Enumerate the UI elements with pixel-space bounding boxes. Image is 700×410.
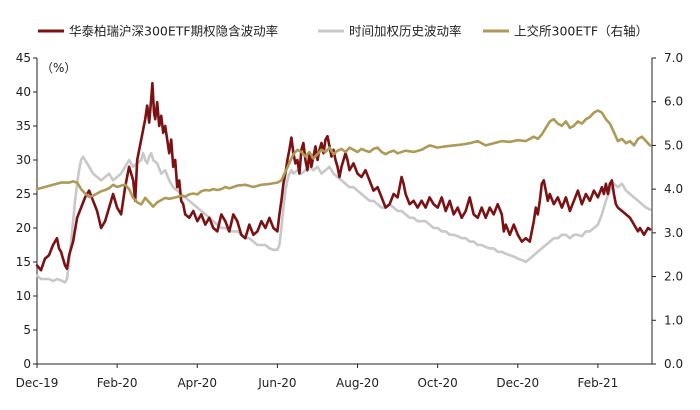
right-tick-label: 3.0 — [664, 226, 683, 240]
left-tick-label: 0 — [23, 357, 31, 371]
left-tick-label: 45 — [16, 51, 31, 65]
series-line-3 — [35, 109, 652, 208]
x-tick-label: Apr-20 — [177, 376, 217, 390]
right-tick-label: 1.0 — [664, 313, 683, 327]
series-line-1 — [35, 81, 652, 272]
right-tick-label: 6.0 — [664, 95, 683, 109]
x-tick-label: Feb-21 — [577, 376, 618, 390]
left-tick-label: 40 — [16, 85, 31, 99]
right-tick-label: 2.0 — [664, 270, 683, 284]
left-tick-label: 15 — [16, 255, 31, 269]
right-tick-label: 4.0 — [664, 182, 683, 196]
left-tick-label: 25 — [16, 187, 31, 201]
x-tick-label: Feb-20 — [97, 376, 138, 390]
right-tick-label: 0.0 — [664, 357, 683, 371]
left-axis-unit-label: （%） — [41, 61, 76, 75]
series-line-2 — [35, 151, 652, 284]
left-tick-label: 10 — [16, 289, 31, 303]
axes — [36, 58, 653, 365]
x-tick-label: Oct-20 — [417, 376, 457, 390]
left-tick-label: 20 — [16, 221, 31, 235]
x-ticks: Dec-19 Feb-20 Apr-20 Jun-20 Aug-20 Oct-20 Dec-… — [16, 364, 618, 390]
left-y-ticks: 0 5 10 15 20 25 30 35 40 45 — [16, 51, 37, 371]
legend-label: 华泰柏瑞沪深300ETF期权隐含波动率 — [69, 24, 278, 39]
left-tick-label: 5 — [23, 323, 31, 337]
x-tick-label: Jun-20 — [257, 376, 296, 390]
left-tick-label: 35 — [16, 119, 31, 133]
series-layer — [35, 81, 652, 284]
legend-label: 上交所300ETF（右轴） — [514, 24, 648, 39]
right-tick-label: 7.0 — [664, 51, 683, 65]
x-tick-label: Dec-20 — [496, 376, 539, 390]
right-tick-label: 5.0 — [664, 138, 683, 152]
right-y-ticks: 0.0 1.0 2.0 3.0 4.0 5.0 6.0 7.0 — [652, 51, 683, 371]
left-tick-label: 30 — [16, 153, 31, 167]
legend-label: 时间加权历史波动率 — [349, 24, 462, 39]
x-tick-label: Dec-19 — [16, 376, 59, 390]
x-tick-label: Aug-20 — [336, 376, 379, 390]
legend: 华泰柏瑞沪深300ETF期权隐含波动率 时间加权历史波动率 上交所300ETF（右轴… — [38, 24, 648, 39]
